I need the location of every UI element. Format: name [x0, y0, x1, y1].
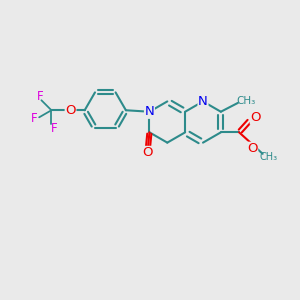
Text: N: N — [145, 105, 154, 118]
Text: CH₃: CH₃ — [236, 95, 256, 106]
Text: F: F — [37, 90, 43, 103]
Text: F: F — [50, 122, 57, 135]
Text: F: F — [31, 112, 37, 125]
Text: N: N — [198, 95, 208, 108]
Text: O: O — [250, 111, 261, 124]
Text: CH₃: CH₃ — [260, 152, 278, 162]
Text: O: O — [65, 104, 76, 117]
Text: O: O — [143, 146, 153, 159]
Text: O: O — [247, 142, 258, 155]
